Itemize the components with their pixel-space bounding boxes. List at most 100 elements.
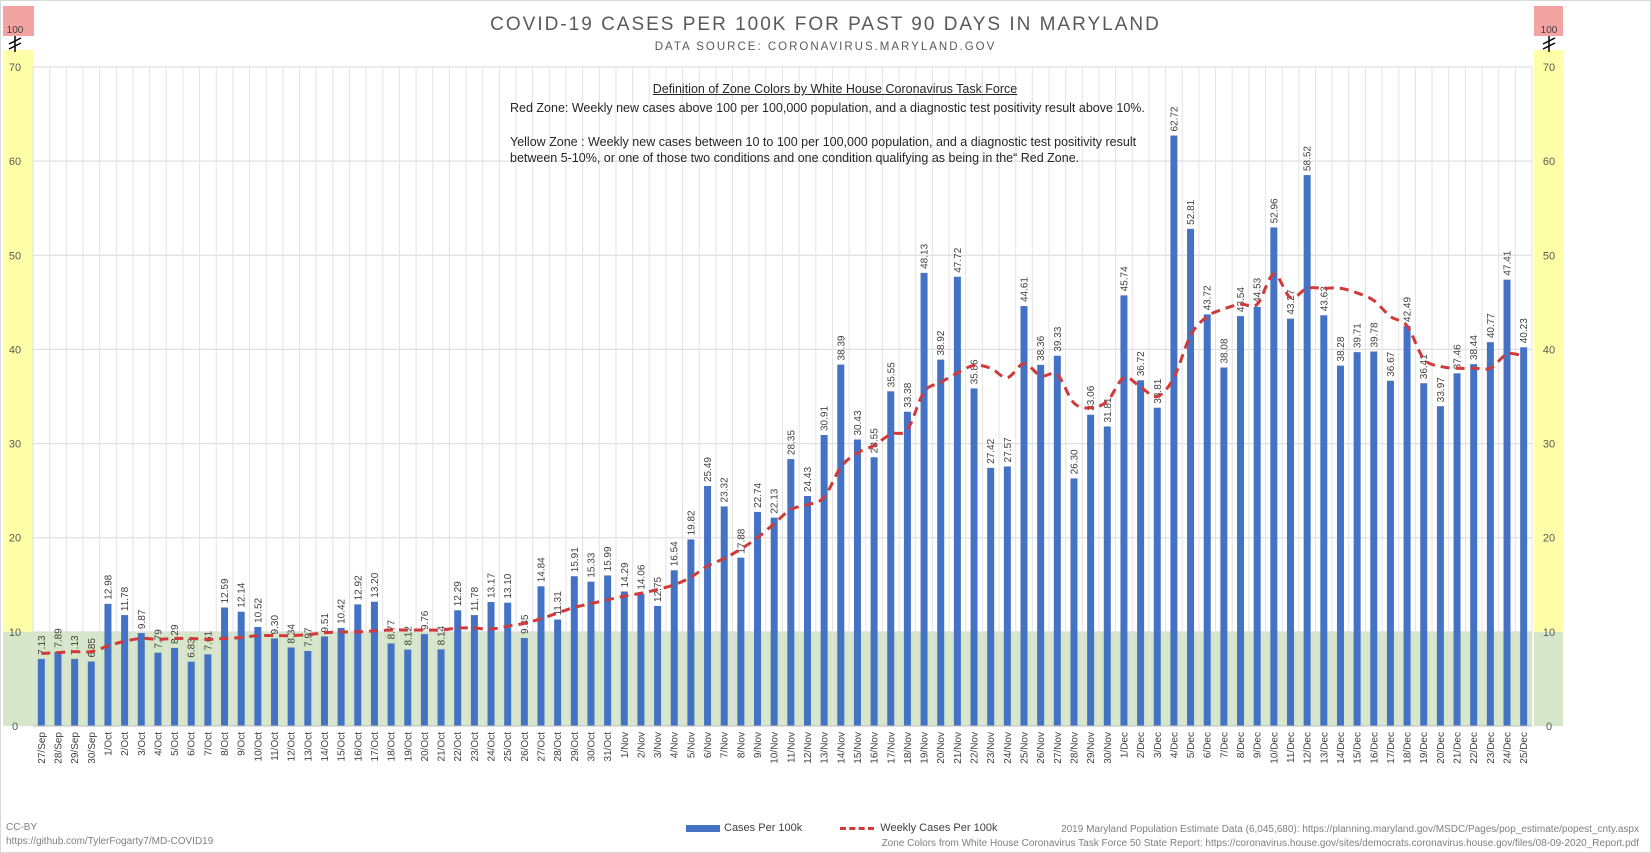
x-tick-label: 11/Dec bbox=[1286, 732, 1297, 763]
bar-data-label: 13.10 bbox=[503, 573, 514, 598]
bar-19/Dec bbox=[1420, 383, 1428, 726]
x-tick-label: 17/Dec bbox=[1386, 732, 1397, 764]
bar-data-label: 14.06 bbox=[636, 564, 647, 589]
x-tick-label: 21/Nov bbox=[953, 732, 964, 764]
bar-data-label: 43.63 bbox=[1319, 286, 1330, 311]
bar-25/Oct bbox=[504, 602, 512, 726]
x-tick-label: 8/Oct bbox=[220, 732, 231, 756]
bar-data-label: 15.99 bbox=[603, 546, 614, 571]
bar-data-label: 36.72 bbox=[1136, 351, 1147, 376]
bar-18/Dec bbox=[1403, 325, 1411, 726]
bar-17/Nov bbox=[887, 391, 895, 726]
x-tick-label: 13/Oct bbox=[303, 732, 314, 762]
bar-data-label: 15.33 bbox=[586, 552, 597, 577]
bar-15/Oct bbox=[337, 627, 345, 726]
bar-data-label: 12.29 bbox=[453, 581, 464, 606]
bar-data-label: 58.52 bbox=[1303, 146, 1314, 171]
bar-data-label: 47.72 bbox=[953, 247, 964, 272]
x-tick-label: 4/Nov bbox=[670, 732, 681, 758]
x-tick-label: 16/Oct bbox=[353, 732, 364, 762]
bar-2/Dec bbox=[1137, 380, 1145, 726]
bar-27/Nov bbox=[1053, 355, 1061, 726]
bar-30/Nov bbox=[1103, 426, 1111, 726]
x-tick-label: 30/Sep bbox=[87, 732, 98, 764]
bar-5/Oct bbox=[171, 647, 179, 726]
axis-break-label-left: 100 bbox=[7, 25, 24, 36]
bar-data-label: 39.71 bbox=[1353, 323, 1364, 348]
bar-28/Sep bbox=[54, 651, 62, 726]
x-tick-label: 18/Nov bbox=[903, 732, 914, 764]
x-tick-label: 21/Dec bbox=[1453, 732, 1464, 764]
footer-repo-link[interactable]: https://github.com/TylerFogarty7/MD-COVI… bbox=[6, 836, 214, 847]
bar-18/Nov bbox=[903, 411, 911, 726]
bar-10/Oct bbox=[254, 626, 262, 726]
bar-data-label: 37.46 bbox=[1453, 344, 1464, 369]
footer-zone-source: Zone Colors from White House Coronavirus… bbox=[881, 838, 1639, 849]
x-tick-label: 13/Nov bbox=[820, 732, 831, 764]
x-tick-label: 10/Oct bbox=[253, 732, 264, 762]
bar-31/Oct bbox=[604, 575, 612, 726]
x-tick-label: 5/Nov bbox=[686, 732, 697, 758]
bar-data-label: 14.29 bbox=[620, 562, 631, 587]
x-tick-label: 19/Nov bbox=[920, 732, 931, 764]
bar-data-label: 52.81 bbox=[1186, 199, 1197, 224]
legend-line-swatch bbox=[840, 826, 875, 830]
bar-data-label: 12.98 bbox=[103, 574, 114, 599]
bar-data-label: 16.54 bbox=[670, 541, 681, 566]
x-tick-label: 12/Dec bbox=[1303, 732, 1314, 764]
bar-12/Oct bbox=[287, 647, 295, 726]
bar-data-label: 7.13 bbox=[70, 635, 81, 655]
x-tick-label: 28/Oct bbox=[553, 732, 564, 762]
legend-item-line: Weekly Cases Per 100k bbox=[840, 822, 997, 834]
bar-12/Nov bbox=[803, 496, 811, 726]
bar-14/Dec bbox=[1336, 365, 1344, 726]
x-tick-label: 17/Oct bbox=[370, 732, 381, 762]
bar-9/Oct bbox=[237, 611, 245, 726]
bar-13/Oct bbox=[304, 650, 312, 726]
x-tick-label: 16/Dec bbox=[1369, 732, 1380, 764]
x-tick-label: 25/Oct bbox=[503, 732, 514, 762]
bar-data-label: 47.41 bbox=[1503, 250, 1514, 275]
bar-data-label: 31.81 bbox=[1103, 397, 1114, 422]
bar-15/Dec bbox=[1353, 352, 1361, 726]
bar-data-label: 52.96 bbox=[1269, 198, 1280, 223]
x-tick-label: 24/Dec bbox=[1503, 732, 1514, 764]
bar-data-label: 27.42 bbox=[986, 438, 997, 463]
left-yellow-zone-band bbox=[3, 50, 34, 632]
bar-14/Nov bbox=[837, 364, 845, 726]
bar-30/Sep bbox=[87, 661, 95, 726]
bar-data-label: 17.88 bbox=[736, 528, 747, 553]
bar-21/Nov bbox=[953, 276, 961, 726]
bar-8/Dec bbox=[1237, 316, 1245, 726]
x-tick-label: 15/Dec bbox=[1353, 732, 1364, 764]
bar-data-label: 40.23 bbox=[1519, 318, 1530, 343]
bar-data-label: 22.74 bbox=[753, 482, 764, 507]
bar-data-label: 12.92 bbox=[353, 575, 364, 600]
bar-29/Oct bbox=[570, 576, 578, 726]
legend-item-bars: Cases Per 100k bbox=[686, 822, 802, 834]
zone-definition-heading: Definition of Zone Colors by White House… bbox=[652, 82, 1018, 96]
left-red-zone-band bbox=[3, 6, 34, 36]
x-tick-label: 22/Nov bbox=[970, 732, 981, 764]
x-tick-label: 27/Oct bbox=[536, 732, 547, 762]
bar-data-label: 11.78 bbox=[120, 586, 131, 611]
bar-13/Dec bbox=[1320, 315, 1328, 726]
x-tick-label: 10/Nov bbox=[770, 732, 781, 764]
bar-data-label: 38.36 bbox=[1036, 335, 1047, 360]
bar-data-label: 43.27 bbox=[1286, 289, 1297, 314]
left-green-zone-band bbox=[3, 631, 34, 726]
x-tick-label: 14/Oct bbox=[320, 732, 331, 762]
bar-data-label: 22.13 bbox=[770, 488, 781, 513]
bar-data-label: 6.85 bbox=[87, 638, 98, 658]
bar-data-label: 9.51 bbox=[320, 613, 331, 633]
y-tick-label-right: 0 bbox=[1546, 721, 1552, 733]
y-tick-label-left: 0 bbox=[12, 721, 18, 733]
x-tick-label: 3/Dec bbox=[1153, 732, 1164, 758]
bar-data-label: 35.55 bbox=[886, 362, 897, 387]
bar-data-label: 44.53 bbox=[1253, 277, 1264, 302]
y-tick-label-right: 10 bbox=[1543, 627, 1555, 639]
x-tick-label: 4/Dec bbox=[1169, 732, 1180, 758]
x-tick-label: 15/Nov bbox=[853, 732, 864, 764]
bar-data-label: 28.35 bbox=[786, 430, 797, 455]
bar-25/Nov bbox=[1020, 306, 1028, 726]
